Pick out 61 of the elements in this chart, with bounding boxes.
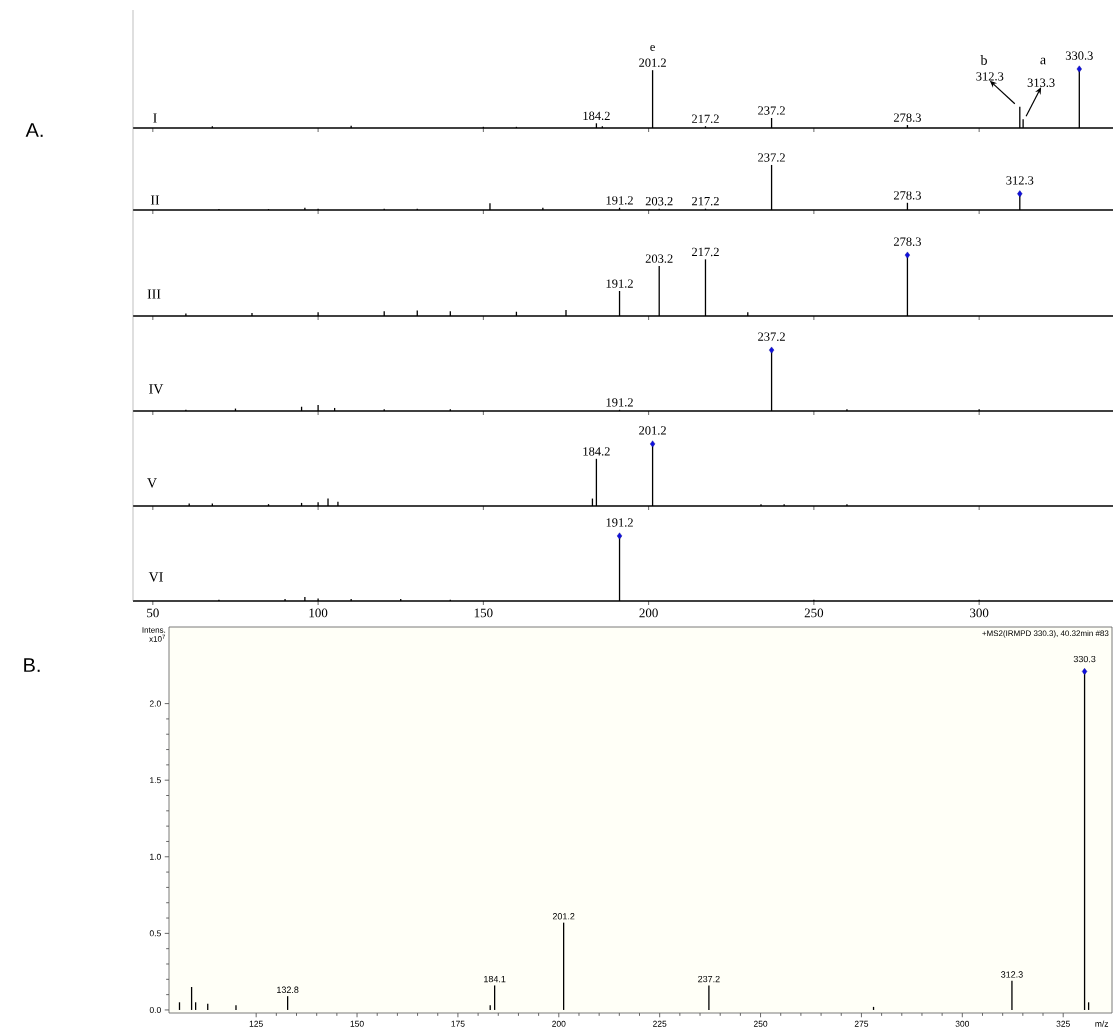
text: b <box>980 55 987 65</box>
text: A. <box>25 123 43 137</box>
text: a <box>1040 57 1046 65</box>
annotation: 312.3 <box>1001 971 1023 978</box>
x-tick-label: 225 <box>653 1020 667 1027</box>
x-tick-label: 150 <box>350 1020 364 1027</box>
annotation: 191.2 <box>606 398 633 407</box>
annotation: 237.2 <box>758 106 785 115</box>
annotation: 237.2 <box>698 975 720 983</box>
x-tick-label: 100 <box>309 608 328 618</box>
annotation: 237.2 <box>758 332 785 341</box>
annotation: 184.2 <box>583 111 610 121</box>
annotation: VI <box>148 572 163 582</box>
annotation: 191.2 <box>606 518 633 527</box>
annotation: 237.2 <box>758 153 785 162</box>
x-tick-label: 275 <box>854 1020 869 1027</box>
x-tick-label: 175 <box>451 1020 465 1027</box>
x-tick-label: 150 <box>474 608 493 618</box>
annotation: III <box>147 289 161 299</box>
annotation: 203.2 <box>645 196 673 206</box>
annotation: 313.3 <box>1027 78 1055 87</box>
annotation: 201.2 <box>639 58 666 67</box>
annotation: 201.2 <box>639 426 666 435</box>
annotation: 217.2 <box>692 247 719 257</box>
text: B. <box>24 658 40 672</box>
y-tick-label: 1.5 <box>150 777 161 784</box>
annotation: 184.1 <box>484 975 506 983</box>
annotation: IV <box>149 384 164 394</box>
annotation: 191.2 <box>606 196 633 205</box>
annotation: 278.3 <box>893 191 921 200</box>
annotation: 217.2 <box>692 197 719 206</box>
y-tick-label: 1.0 <box>150 853 161 860</box>
annotation: II <box>150 195 160 205</box>
annotation: 191.2 <box>606 279 633 288</box>
x-tick-label: 325 <box>1056 1020 1070 1027</box>
x-tick-label: 200 <box>639 608 658 618</box>
x-tick-label: 50 <box>147 608 159 618</box>
x-tick-label: 250 <box>753 1020 768 1027</box>
annotation: 184.2 <box>583 447 610 456</box>
annotation: I <box>153 113 157 123</box>
annotation: 330.3 <box>1065 51 1093 60</box>
annotation: 217.2 <box>692 114 719 124</box>
x-tick-label: 300 <box>955 1020 970 1027</box>
y-tick-label: 2.0 <box>149 700 161 707</box>
annotation: e <box>650 44 655 51</box>
x-tick-label: 200 <box>552 1020 566 1027</box>
annotation: 312.3 <box>976 72 1004 81</box>
annotation: 330.3 <box>1073 655 1096 663</box>
annotation: 278.3 <box>893 237 921 246</box>
x-axis-title: m/z <box>1095 1020 1109 1027</box>
x-tick-label: 300 <box>970 608 989 618</box>
y-tick-label: 0.0 <box>149 1006 161 1013</box>
annotation: 278.3 <box>893 113 921 122</box>
annotation: 132.8 <box>277 986 299 993</box>
x-tick-label: 125 <box>249 1020 263 1027</box>
y-tick-label: 0.5 <box>149 930 161 937</box>
annotation: 201.2 <box>552 913 575 920</box>
annotation: 203.2 <box>645 254 673 263</box>
x-tick-label: 250 <box>804 608 824 618</box>
annotation: V <box>147 478 157 488</box>
annotation: 312.3 <box>1006 176 1034 185</box>
